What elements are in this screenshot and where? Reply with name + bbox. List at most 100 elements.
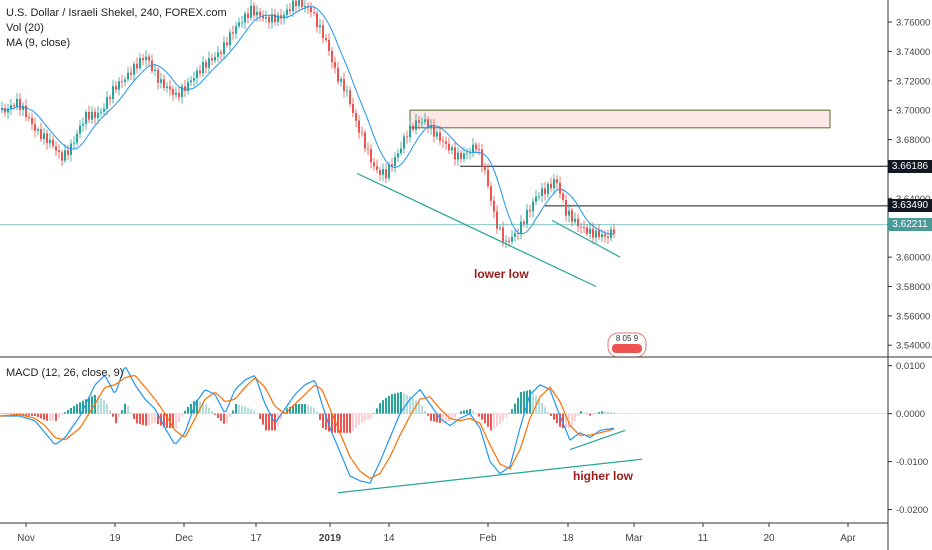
- candle-body: [439, 132, 441, 141]
- indicator-ma[interactable]: MA (9, close): [6, 37, 71, 49]
- candle-body: [334, 62, 336, 68]
- candle-body: [94, 111, 96, 118]
- price-tick-label: 3.60000: [896, 253, 930, 264]
- candle-body: [529, 210, 531, 212]
- candle-body: [253, 5, 255, 16]
- histogram-bar: [73, 406, 75, 414]
- histogram-bar: [454, 413, 456, 417]
- histogram-bar: [517, 397, 519, 414]
- candle-body: [193, 78, 195, 81]
- time-tick-label: 17: [250, 533, 262, 544]
- histogram-bar: [391, 394, 393, 414]
- histogram-bar: [247, 407, 249, 414]
- histogram-bar: [352, 413, 354, 431]
- histogram-bar: [25, 413, 27, 416]
- candle-body: [100, 111, 102, 113]
- histogram-bar: [505, 413, 507, 418]
- candle-body: [421, 121, 423, 123]
- candle-body: [295, 0, 297, 7]
- histogram-bar: [58, 413, 60, 418]
- candle-body: [352, 103, 354, 113]
- supply-zone: [409, 109, 831, 129]
- histogram-bar: [133, 413, 135, 419]
- histogram-bar: [154, 413, 156, 424]
- indicator-volume[interactable]: Vol (20): [6, 22, 44, 34]
- histogram-bar: [313, 407, 315, 414]
- candle-body: [268, 16, 270, 23]
- histogram-bar: [325, 413, 327, 430]
- histogram-bar: [331, 413, 333, 433]
- histogram-bar: [472, 410, 474, 414]
- candle-body: [214, 56, 216, 61]
- histogram-bar: [271, 413, 273, 431]
- histogram-bar: [52, 413, 54, 421]
- time-tick-label: 19: [109, 533, 121, 544]
- histogram-bar: [460, 411, 462, 414]
- candle-body: [397, 153, 399, 158]
- histogram-bar: [82, 400, 84, 414]
- candle-body: [217, 52, 219, 57]
- histogram-bar: [184, 410, 186, 414]
- candle-body: [319, 25, 321, 28]
- histogram-bar: [367, 413, 369, 420]
- candle-body: [16, 98, 18, 107]
- candle-body: [340, 78, 342, 82]
- candle-body: [478, 149, 480, 150]
- candle-body: [304, 5, 306, 7]
- candle-body: [412, 125, 414, 130]
- histogram-bar: [598, 412, 600, 414]
- candle-body: [76, 133, 78, 143]
- candle-body: [346, 90, 348, 92]
- candle-body: [418, 120, 420, 123]
- price-label-resistance-1: 3.66186: [888, 159, 932, 173]
- watermark-text: 8 05 9: [616, 334, 639, 343]
- candle-body: [463, 153, 465, 159]
- histogram-bar: [109, 410, 111, 414]
- candle-body: [115, 86, 117, 90]
- histogram-bar: [376, 408, 378, 414]
- candle-body: [349, 90, 351, 104]
- histogram-bar: [430, 413, 432, 421]
- time-tick-label: 14: [383, 533, 395, 544]
- candle-body: [613, 229, 615, 234]
- histogram-bar: [217, 413, 219, 418]
- histogram-bar: [559, 413, 561, 427]
- histogram-bar: [613, 412, 615, 414]
- candle-body: [73, 142, 75, 144]
- signal-line: [0, 374, 615, 480]
- histogram-bar: [55, 413, 57, 421]
- candle-body: [157, 69, 159, 83]
- indicator-macd[interactable]: MACD (12, 26, close, 9): [6, 367, 124, 379]
- histogram-bar: [295, 404, 297, 414]
- histogram-bar: [262, 413, 264, 425]
- candle-body: [544, 188, 546, 195]
- histogram-bar: [268, 413, 270, 431]
- candle-body: [283, 14, 285, 19]
- histogram-bar: [157, 413, 159, 425]
- histogram-bar: [418, 402, 420, 414]
- histogram-bar: [31, 413, 33, 416]
- candle-body: [151, 60, 153, 71]
- candle-body: [241, 22, 243, 24]
- histogram-bar: [532, 392, 534, 414]
- histogram-bar: [43, 413, 45, 420]
- moving-average-line: [1, 6, 614, 235]
- candle-body: [49, 139, 51, 144]
- histogram-bar: [373, 413, 375, 414]
- histogram-bar: [592, 413, 594, 416]
- candle-body: [364, 132, 366, 149]
- candle-body: [526, 210, 528, 224]
- histogram-bar: [91, 396, 93, 414]
- candle-body: [424, 119, 426, 122]
- candle-body: [484, 165, 486, 170]
- histogram-bar: [253, 410, 255, 414]
- macd-tick-label: 0.0100: [896, 361, 925, 372]
- candle-body: [19, 98, 21, 110]
- histogram-bar: [76, 404, 78, 414]
- histogram-bar: [223, 413, 225, 424]
- histogram-bar: [61, 413, 63, 416]
- resistance-levels: [460, 165, 888, 207]
- histogram-bar: [178, 413, 180, 423]
- histogram-bar: [289, 406, 291, 414]
